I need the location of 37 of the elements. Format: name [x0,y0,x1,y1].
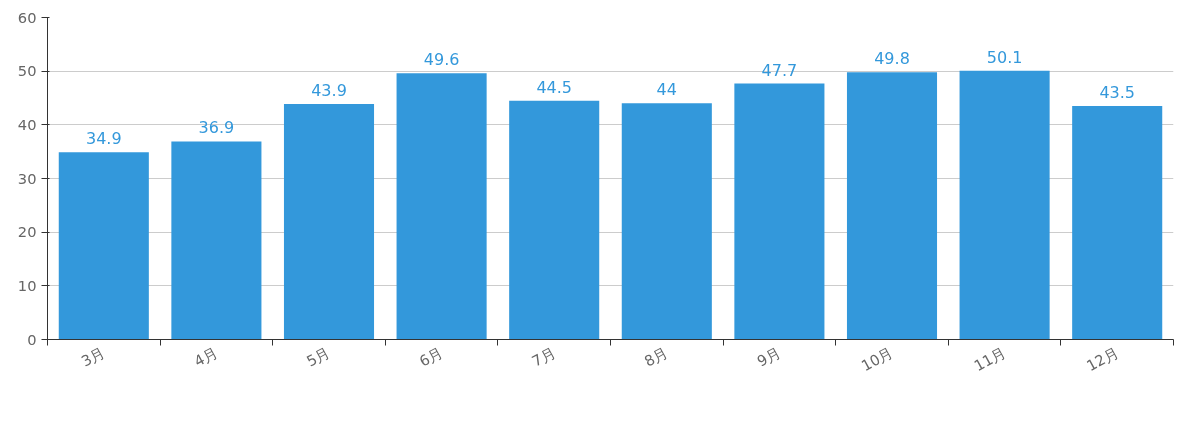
bar [396,73,487,340]
y-tick-label: 20 [17,223,37,241]
bar [283,103,375,340]
x-tick-label: 11月 [970,343,1009,375]
data-label: 47.7 [761,60,798,80]
bar [621,103,712,340]
x-tick-label: 8月 [641,343,671,370]
y-tick-label: 30 [17,169,37,187]
x-tick-label: 7月 [528,343,559,370]
bar [509,100,600,340]
y-tick-label: 10 [17,276,37,294]
y-tick-label: 40 [17,115,37,133]
bar [734,83,825,340]
x-tick-label: 10月 [858,343,897,375]
data-label: 49.8 [874,49,910,69]
data-label: 36.9 [198,118,235,138]
x-tick-label: 6月 [416,343,446,370]
y-tick-label: 0 [27,330,37,348]
bar [58,152,149,340]
data-label: 44 [656,80,677,100]
x-tick-label: 3月 [78,343,108,370]
data-label: 34.9 [85,129,122,149]
x-tick-label: 12月 [1083,343,1122,375]
data-label: 49.6 [423,50,460,70]
x-tick-label: 5月 [303,343,334,370]
bar [959,70,1050,340]
data-label: 43.9 [311,80,347,100]
data-label: 50.1 [986,47,1023,67]
y-tick-label: 60 [17,8,37,26]
bar [1072,106,1163,340]
bar [171,141,262,340]
y-tick-label: 50 [17,62,37,80]
data-label: 43.5 [1099,83,1136,103]
x-tick-label: 4月 [190,343,221,370]
data-label: 44.5 [536,77,573,97]
x-tick-label: 9月 [753,343,784,370]
bar [846,72,938,340]
